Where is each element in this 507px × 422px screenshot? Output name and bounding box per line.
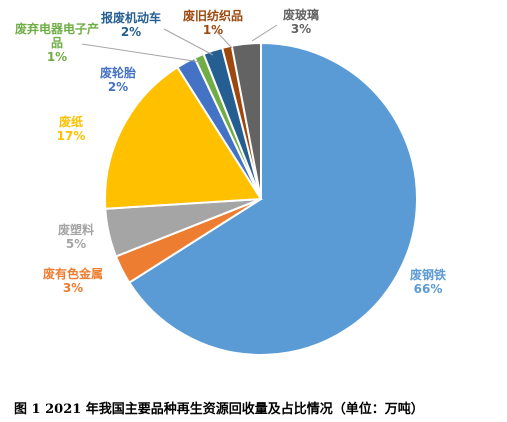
pie-chart: 废钢铁 66%废有色金属 3%废塑料 5%废纸 17%废轮胎 2%废弃电器电子产品 1%报废… (15, 7, 446, 356)
leader-line (251, 24, 278, 42)
slice-percent: 66% (414, 282, 443, 296)
slice-percent: 17% (57, 129, 86, 143)
slice-label: 废钢铁 66% (410, 267, 446, 296)
slice-percent: 2% (121, 25, 141, 39)
slice-name: 废纸 (59, 114, 83, 129)
leader-line (81, 43, 201, 63)
slice-name: 废钢铁 (410, 267, 446, 282)
leader-line (163, 28, 214, 56)
pie-slice (127, 41, 418, 356)
slice-label: 废玻璃 3% (283, 7, 319, 36)
slice-label: 废有色金属 3% (43, 266, 103, 295)
slice-label: 废塑料 5% (58, 222, 94, 251)
slice-name: 废旧纺织品 (183, 8, 243, 23)
pie-slices (104, 41, 418, 356)
slice-label: 废弃电器电子产品 1% (15, 21, 99, 64)
slice-label: 报废机动车 2% (101, 10, 161, 39)
pie-slice (104, 65, 263, 210)
leader-lines (81, 24, 278, 63)
slice-name: 废轮胎 (100, 65, 136, 80)
slice-percent: 1% (203, 23, 223, 37)
slice-label: 废纸 17% (57, 114, 86, 143)
slice-percent: 2% (108, 80, 128, 94)
figure-caption: 图 1 2021 年我国主要品种再生资源回收量及占比情况（单位：万吨） (14, 402, 424, 417)
slice-name: 废塑料 (58, 222, 94, 237)
slice-percent: 3% (291, 22, 311, 36)
slice-name: 品 (51, 36, 63, 50)
leader-line (215, 30, 233, 49)
slice-percent: 1% (47, 50, 67, 64)
slice-percent: 5% (66, 237, 86, 251)
slice-label: 废旧纺织品 1% (183, 8, 243, 37)
slice-name: 废弃电器电子产 (15, 21, 99, 36)
pie-slice (230, 41, 262, 200)
slice-labels: 废钢铁 66%废有色金属 3%废塑料 5%废纸 17%废轮胎 2%废弃电器电子产品 1%报废… (15, 7, 446, 296)
slice-name: 废有色金属 (43, 266, 103, 281)
slice-percent: 3% (63, 281, 83, 295)
slice-label: 废轮胎 2% (100, 65, 136, 94)
slice-name: 报废机动车 (101, 10, 161, 25)
slice-name: 废玻璃 (283, 7, 319, 22)
